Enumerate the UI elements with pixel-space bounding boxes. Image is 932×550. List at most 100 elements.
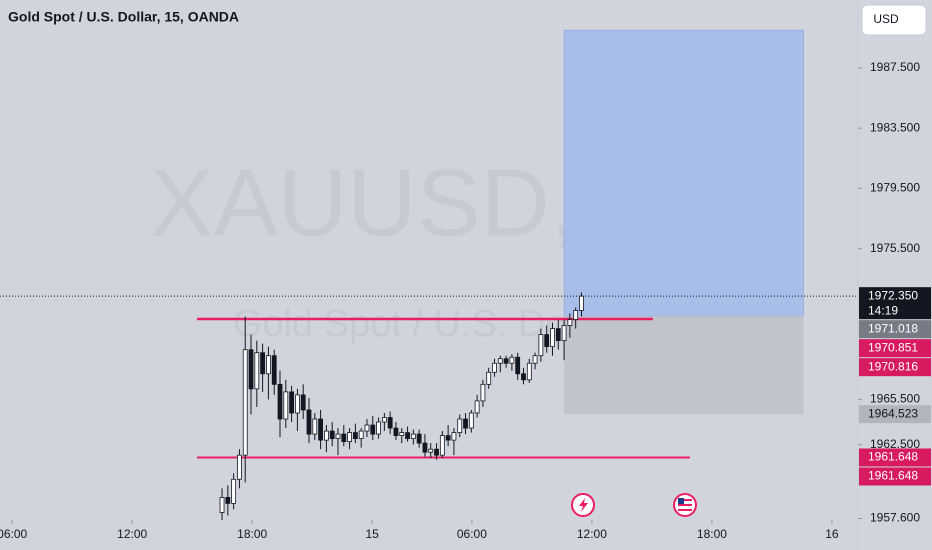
candle-body xyxy=(532,355,538,364)
candle-body xyxy=(381,417,387,423)
y-tick-label: 1975.500 xyxy=(870,241,920,255)
candle-body xyxy=(295,394,300,414)
x-tick-label: 12:00 xyxy=(117,527,147,541)
candle-body xyxy=(451,432,457,441)
candle-body xyxy=(260,352,266,375)
candle-body xyxy=(352,432,358,440)
candle-body xyxy=(550,328,555,348)
candle-body xyxy=(515,356,521,375)
candle-body xyxy=(434,448,439,456)
candle-body xyxy=(289,391,295,414)
event-icon-glyph xyxy=(579,498,588,512)
candle-body xyxy=(416,433,422,444)
candle-body xyxy=(561,325,567,342)
candle-body xyxy=(347,432,352,443)
candle-body xyxy=(567,319,573,326)
candle-body xyxy=(370,424,376,435)
candle-body xyxy=(358,430,364,440)
candle-body xyxy=(323,430,329,441)
flag-canton xyxy=(678,498,684,504)
countdown: 14:19 xyxy=(868,303,898,317)
candle-body xyxy=(393,427,399,436)
candle-body xyxy=(387,417,393,429)
candle-body xyxy=(526,362,532,381)
candle-body xyxy=(428,448,434,453)
candle-body xyxy=(445,435,451,441)
y-tick-label: 1979.500 xyxy=(870,181,920,195)
event-icons xyxy=(571,493,697,517)
price-label: 1961.648 xyxy=(868,469,918,483)
flag-stripe xyxy=(678,509,692,511)
price-label-box xyxy=(859,287,931,320)
candle-body xyxy=(497,358,503,364)
candle-body xyxy=(474,400,480,414)
price-label: 1970.816 xyxy=(868,359,918,373)
price-label: 1964.523 xyxy=(868,406,918,420)
plot-layer xyxy=(0,29,858,520)
price-label: 1972.350 xyxy=(868,288,918,302)
target-zone xyxy=(563,29,804,317)
candle-body xyxy=(306,409,312,435)
price-label-box xyxy=(859,358,931,377)
currency-label[interactable]: USD xyxy=(873,12,899,26)
candle-body xyxy=(376,421,381,435)
price-label-box xyxy=(859,320,931,339)
candle-body xyxy=(341,433,347,443)
price-label-box xyxy=(859,467,931,486)
candle-body xyxy=(237,454,242,480)
candle-body xyxy=(463,418,468,429)
candle-body xyxy=(439,435,445,456)
y-tick-label: 1957.600 xyxy=(870,511,920,525)
candle-body xyxy=(422,442,428,453)
candle-body xyxy=(266,355,271,375)
candle-body xyxy=(503,358,509,364)
candle-body xyxy=(277,383,283,420)
candle-body xyxy=(231,478,237,504)
candle-body xyxy=(579,295,584,311)
candle-body xyxy=(254,352,260,390)
price-label: 1961.648 xyxy=(868,450,918,464)
candle-body xyxy=(509,356,515,364)
candle-body xyxy=(538,334,544,357)
candle-body xyxy=(468,412,474,429)
candle-body xyxy=(405,432,410,440)
price-label-box xyxy=(859,339,931,358)
price-label-box xyxy=(859,405,931,424)
candle-body xyxy=(573,310,579,320)
x-tick-label: 18:00 xyxy=(697,527,727,541)
candle-body xyxy=(271,355,277,385)
x-tick-label: 06:00 xyxy=(457,527,487,541)
candle-body xyxy=(283,391,289,420)
candle-body xyxy=(300,394,306,411)
flag-stripe xyxy=(678,499,692,501)
candle-body xyxy=(329,430,335,440)
candle-body xyxy=(457,418,463,433)
candle-body xyxy=(318,418,323,441)
candle-body xyxy=(248,349,254,390)
x-tick-label: 18:00 xyxy=(237,527,267,541)
x-tick-label: 06:00 xyxy=(0,527,28,541)
y-tick-label: 1987.500 xyxy=(870,60,920,74)
x-tick-label: 15 xyxy=(366,527,380,541)
candle-body xyxy=(364,424,370,432)
candle-body xyxy=(225,496,231,504)
chart-title: Gold Spot / U.S. Dollar, 15, OANDA xyxy=(8,9,239,25)
x-tick-label: 16 xyxy=(825,527,839,541)
candle-body xyxy=(410,433,416,440)
candle-body xyxy=(242,349,248,456)
y-tick-label: 1983.500 xyxy=(870,120,920,134)
candle-body xyxy=(219,496,225,513)
flag-stripe xyxy=(678,504,692,506)
currency-button[interactable] xyxy=(861,4,927,36)
stop-zone xyxy=(564,316,804,415)
y-tick-label: 1962.500 xyxy=(870,437,920,451)
candle-body xyxy=(486,371,492,385)
x-tick-label: 12:00 xyxy=(577,527,607,541)
candle-body xyxy=(555,328,561,342)
price-label: 1971.018 xyxy=(868,321,918,335)
candle-body xyxy=(335,433,341,440)
price-label-box xyxy=(859,448,931,467)
